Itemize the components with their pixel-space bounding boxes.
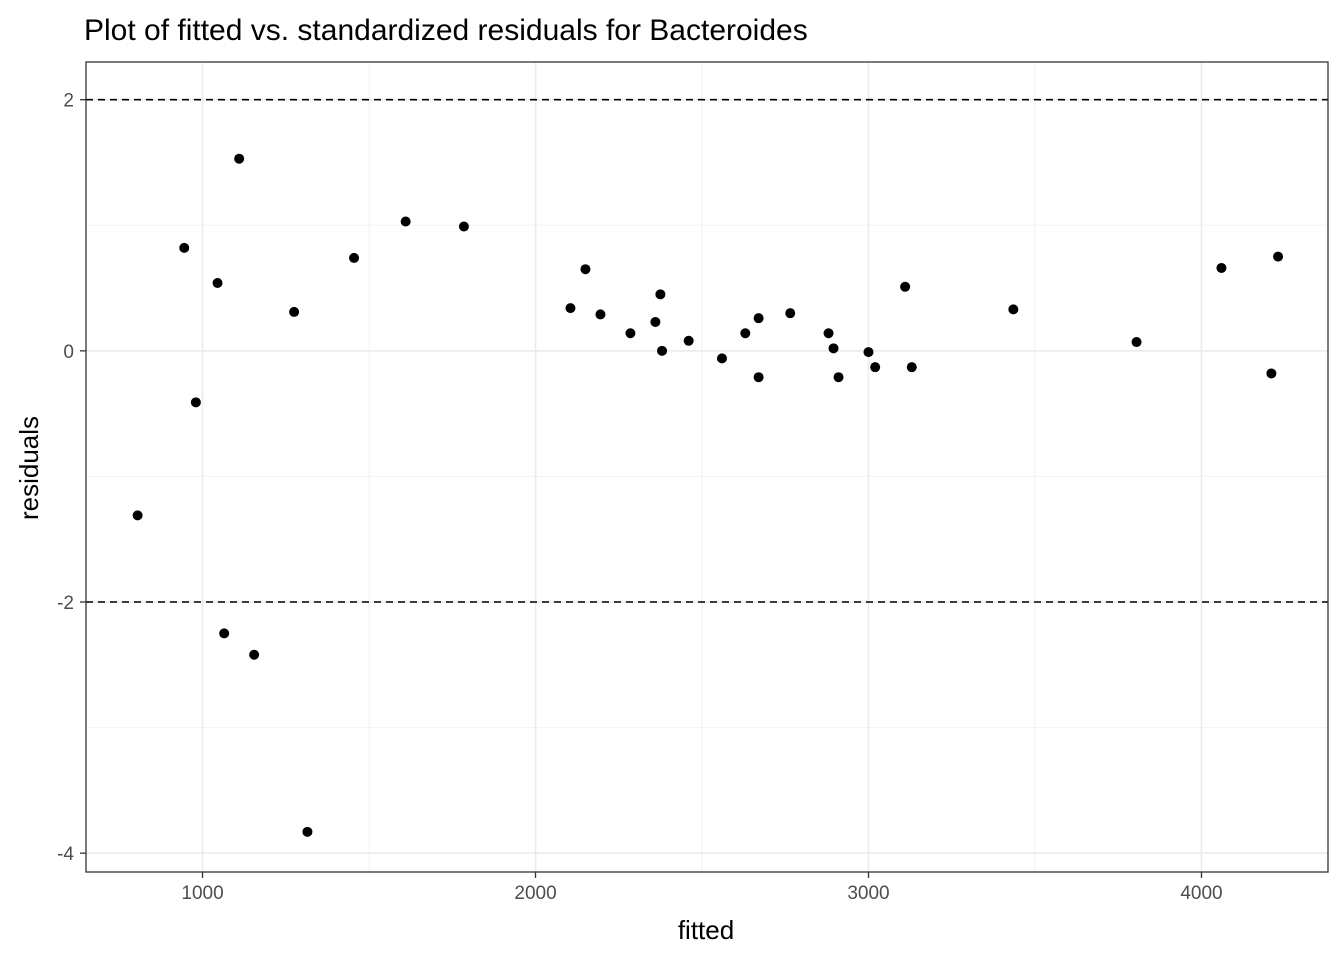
data-point [785,308,796,319]
x-tick-label: 2000 [514,883,556,904]
plot-panel-border [85,61,1329,873]
data-point [289,306,300,317]
data-point [900,281,911,292]
data-point [1266,368,1277,379]
y-axis-title: residuals [14,416,44,520]
data-point [906,362,917,373]
y-axis-ticks: -4 -2 0 2 [57,91,86,865]
y-tick-label: 0 [63,342,74,363]
x-tick-label: 3000 [847,883,889,904]
data-point [657,345,668,356]
data-point [179,242,190,253]
x-axis-ticks: 1000 2000 3000 4000 [181,872,1223,904]
data-point [833,372,844,383]
y-tick-label: 2 [63,91,74,112]
chart-title: Plot of fitted vs. standardized residual… [84,14,808,47]
y-tick-label: -4 [57,844,74,865]
data-point [823,328,834,339]
data-point [740,328,751,339]
data-point [753,313,764,324]
data-point [863,347,874,358]
data-point [625,328,636,339]
data-point [458,221,469,232]
data-point [212,278,223,289]
y-tick-label: -2 [57,593,74,614]
data-point [249,649,260,660]
data-point [683,335,694,346]
x-tick-label: 4000 [1180,883,1222,904]
data-point [565,303,576,314]
data-point [1216,262,1227,273]
data-point [753,372,764,383]
data-point [302,826,313,837]
minor-gridlines [86,62,1328,872]
data-point [650,316,661,327]
data-point [870,362,881,373]
x-tick-label: 1000 [181,883,223,904]
data-point [580,264,591,275]
x-axis-title: fitted [678,915,734,945]
data-point [349,252,360,263]
data-point [1273,251,1284,262]
data-point [400,216,411,227]
data-point [1131,337,1142,348]
data-point [234,153,245,164]
data-point [655,289,666,300]
data-point [828,343,839,354]
data-point [219,628,230,639]
data-point [595,309,606,320]
data-point [132,510,143,521]
reference-lines [86,98,1328,603]
data-point [1008,304,1019,315]
data-point [190,397,201,408]
data-point [716,353,727,364]
data-points [132,153,1284,837]
